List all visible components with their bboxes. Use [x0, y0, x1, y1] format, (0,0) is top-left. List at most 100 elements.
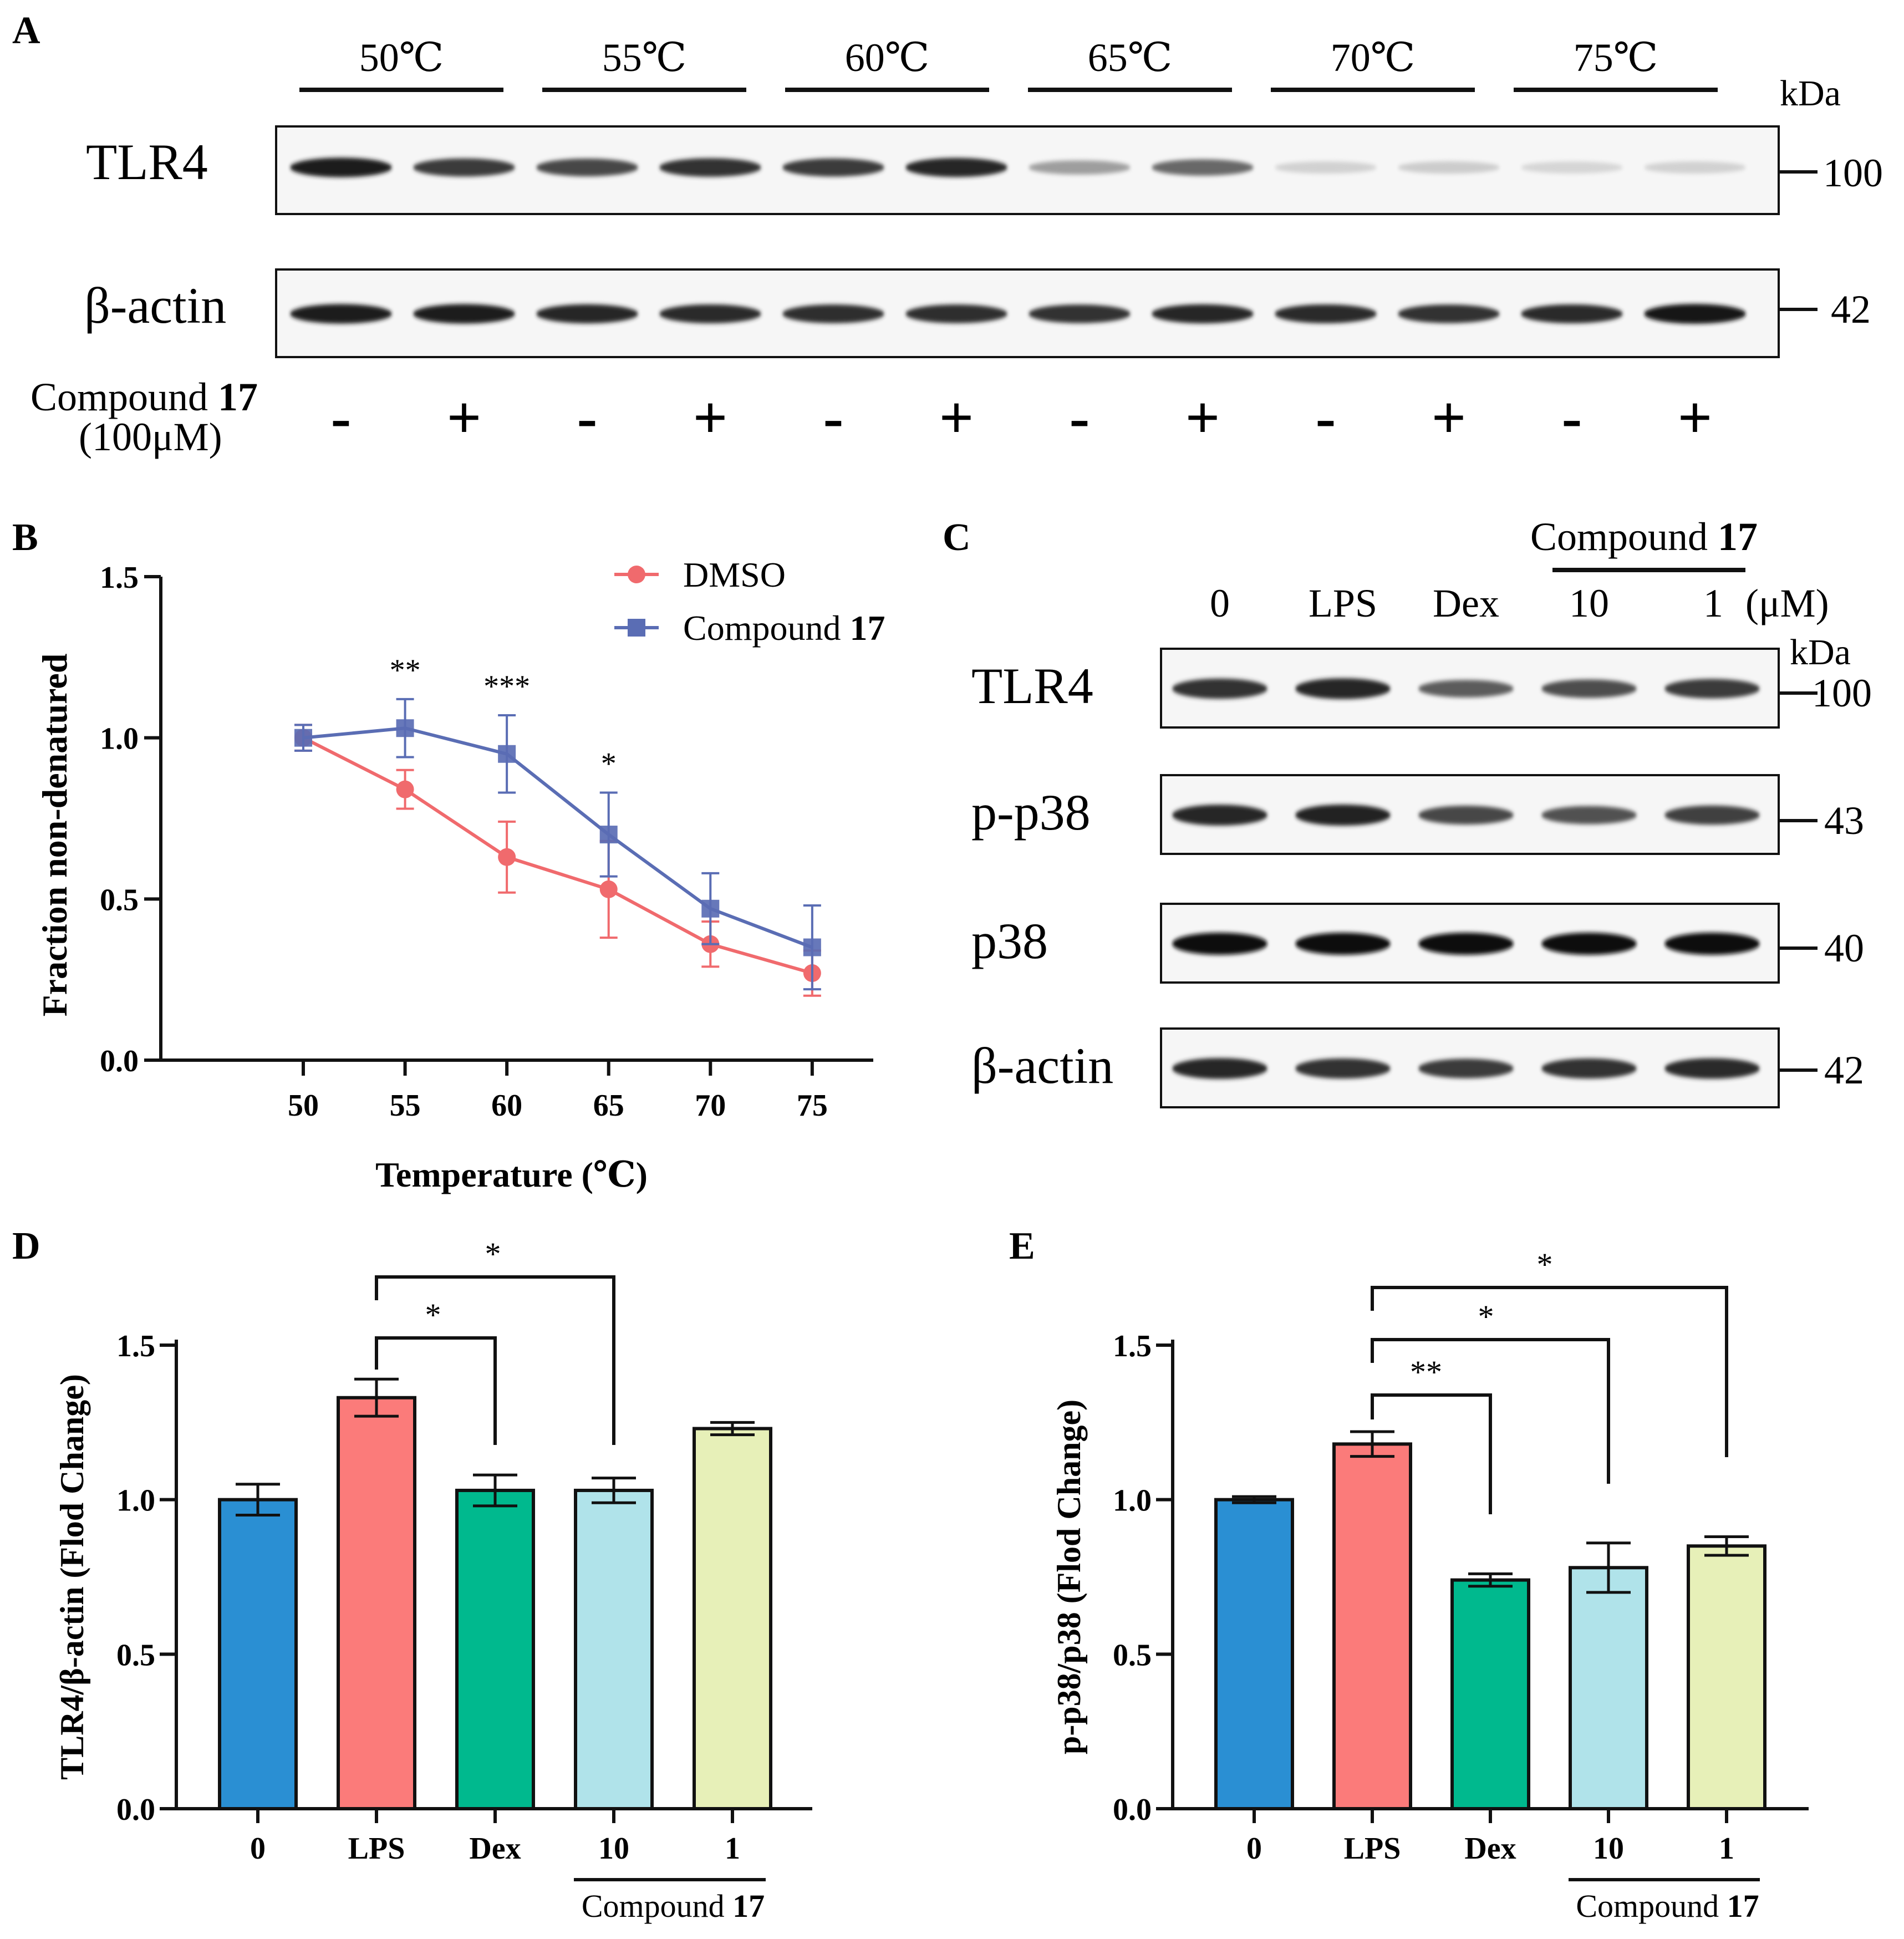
series-line-compound17	[303, 726, 813, 949]
blot-band	[290, 157, 392, 177]
treatment-sign: +	[1678, 384, 1713, 451]
blot-band	[1644, 304, 1746, 324]
bar-0	[1214, 1498, 1294, 1811]
blot-band	[1275, 304, 1377, 324]
y-tick-label: 0.0	[1113, 1793, 1152, 1827]
y-axis-title: p-p38/p38 (Flod Change)	[1051, 1399, 1087, 1754]
blot-c-label: p-p38	[971, 784, 1091, 841]
panel-a-label: A	[12, 9, 40, 52]
blot-band	[1029, 160, 1131, 175]
x-tick-label: 55	[390, 1088, 421, 1123]
blot-a-beta-actin-bands	[290, 304, 1746, 324]
y-tick-label: 1.5	[116, 1329, 155, 1363]
x-tick-label: 10	[598, 1831, 629, 1866]
blot-band	[1418, 933, 1514, 955]
series-line-dmso	[302, 736, 813, 975]
significance-mark: **	[1410, 1354, 1442, 1390]
blot-band	[1644, 161, 1746, 174]
blot-band	[1172, 1058, 1267, 1079]
temperature-label: 70℃	[1331, 35, 1416, 80]
chart-d: 0.0 0.5 1.0 1.5 TLR4/β-actin (Flod Change) 0 L…	[54, 1236, 812, 1924]
blot-band	[1152, 304, 1254, 324]
y-tick-label: 0.0	[116, 1793, 155, 1827]
bar-1	[693, 1427, 772, 1810]
y-tick-label: 1.0	[100, 722, 139, 756]
y-tick-label: 1.0	[1113, 1484, 1152, 1518]
blot-band	[1541, 1058, 1637, 1079]
blot-band	[1541, 933, 1637, 955]
lane-label: Dex	[1433, 581, 1499, 625]
significance-mark: *	[1478, 1299, 1494, 1335]
treatment-sign: +	[447, 384, 482, 451]
significance-bracket	[375, 1336, 497, 1445]
kda-header: kDa	[1780, 73, 1841, 114]
blot-band	[782, 158, 884, 177]
y-tick-label: 0.5	[1113, 1638, 1152, 1672]
blots-c: TLR4 100 p-p38 43 p38 40 β-actin 42	[971, 648, 1872, 1108]
panel-a: A 50℃ 55℃ 60℃ 65℃ 70℃ 75℃ kDa TLR4 100 β-acti…	[12, 9, 1883, 459]
data-point-dmso	[498, 848, 516, 866]
temperature-label: 55℃	[602, 35, 687, 80]
panel-c-label: C	[943, 516, 971, 559]
temperature-headers: 50℃ 55℃ 60℃ 65℃ 70℃ 75℃	[299, 35, 1718, 92]
lane-label: 0	[1210, 581, 1230, 625]
x-tick-label: LPS	[348, 1831, 405, 1866]
x-tick-label: 1	[725, 1831, 740, 1866]
x-axis-title: Temperature (℃)	[375, 1155, 648, 1194]
y-tick-label: 0.0	[100, 1044, 139, 1078]
blot-band	[1398, 304, 1500, 323]
blot-band	[1664, 805, 1760, 825]
y-axis-title: Fraction non-denatured	[35, 654, 74, 1017]
x-tick-label: 1	[1719, 1831, 1734, 1866]
kda-header: kDa	[1790, 632, 1851, 673]
temperature-label: 65℃	[1088, 35, 1173, 80]
blot-band	[1664, 933, 1760, 955]
lane-label: 1	[1703, 581, 1723, 625]
treatment-label: Compound 17	[30, 375, 258, 419]
blot-a-beta-actin-label: β-actin	[84, 277, 226, 334]
panel-b: B 0.0 0.5 1.0 1.5 50 55 60 65 70 75 Temperature (℃…	[12, 516, 885, 1194]
temperature-label: 50℃	[359, 35, 444, 80]
blot-band	[1521, 161, 1623, 174]
y-tick-label: 0.5	[116, 1638, 155, 1672]
data-point-compound17	[396, 719, 414, 737]
bar-10	[574, 1488, 654, 1811]
blot-band	[1029, 304, 1131, 323]
blot-band	[1521, 304, 1623, 324]
panel-e-label: E	[1009, 1225, 1035, 1268]
significance-bracket	[1371, 1286, 1728, 1457]
blot-band	[1664, 1058, 1760, 1079]
x-tick-label: Dex	[1464, 1831, 1516, 1866]
significance-mark: *	[601, 746, 617, 781]
unit-label: (μM)	[1745, 581, 1829, 625]
blot-band	[1172, 933, 1267, 955]
significance-bracket	[375, 1275, 615, 1445]
lane-label: 10	[1569, 581, 1609, 625]
blot-band	[659, 158, 761, 177]
legend-marker-dmso	[628, 566, 645, 583]
data-point-compound17	[294, 729, 312, 747]
data-point-compound17	[803, 938, 821, 956]
blot-band	[536, 304, 638, 324]
blot-c-label: TLR4	[971, 658, 1093, 714]
chart-e: 0.0 0.5 1.0 1.5 p-p38/p38 (Flod Change) 0 LPS D…	[1051, 1246, 1809, 1924]
blot-band	[1664, 679, 1760, 699]
x-tick-label: 60	[491, 1088, 522, 1123]
x-tick-label: 65	[593, 1088, 624, 1123]
blot-band	[905, 304, 1007, 323]
blot-band	[1275, 161, 1377, 174]
blot-band	[413, 158, 515, 177]
temperature-label: 75℃	[1574, 35, 1658, 80]
blot-a-tlr4-label: TLR4	[86, 134, 208, 190]
data-point-compound17	[701, 899, 720, 918]
y-tick-label: 0.5	[100, 883, 139, 917]
blot-band	[659, 304, 761, 324]
blot-band	[1418, 806, 1514, 825]
compound-label: Compound 17	[1576, 1888, 1759, 1924]
treatment-sign: -	[331, 384, 352, 451]
kda-42: 42	[1831, 287, 1871, 332]
kda-value: 42	[1824, 1048, 1864, 1092]
y-axis-title: TLR4/β-actin (Flod Change)	[54, 1374, 90, 1780]
x-tick-label: LPS	[1344, 1831, 1401, 1866]
blot-c-label: β-actin	[971, 1037, 1113, 1094]
